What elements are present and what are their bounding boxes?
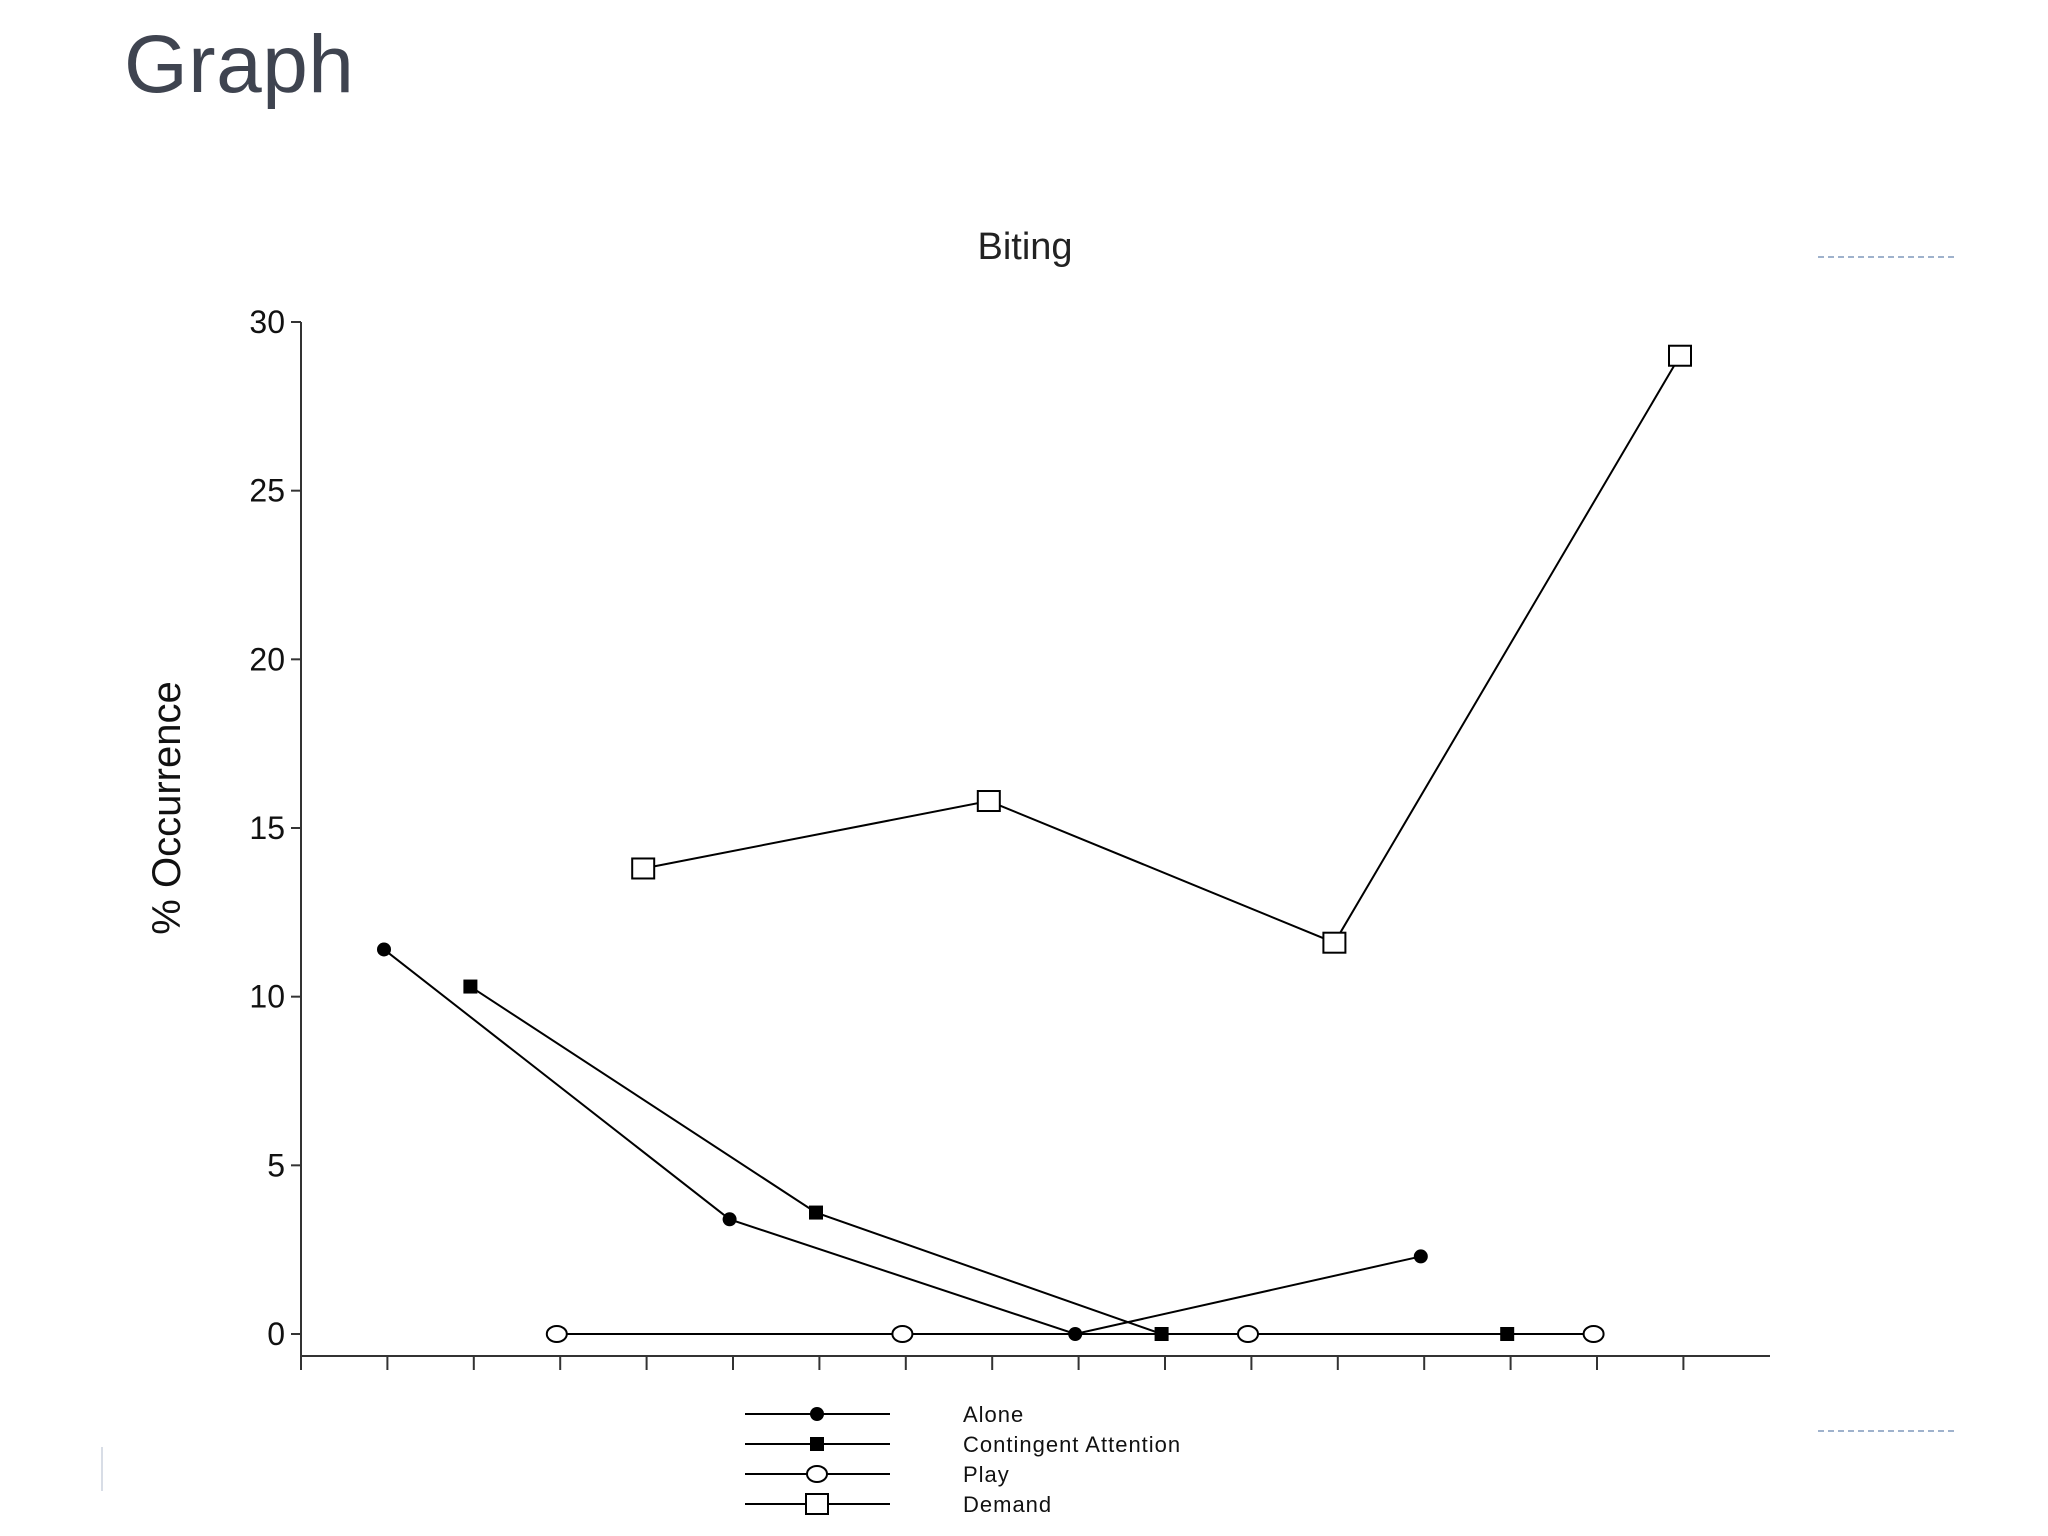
data-point-contingent-attention	[1500, 1327, 1515, 1341]
data-point-play	[1582, 1325, 1605, 1343]
data-point-contingent-attention	[463, 979, 478, 994]
data-point-alone	[377, 942, 391, 957]
data-point-alone	[1068, 1327, 1083, 1341]
chart-series	[377, 344, 1692, 1343]
series-line-demand	[643, 355, 1681, 944]
legend-label-demand: Demand	[963, 1492, 1052, 1517]
legend-label-alone: Alone	[963, 1402, 1024, 1427]
y-tick-label: 15	[249, 810, 285, 846]
data-point-play	[1237, 1325, 1259, 1343]
decorative-dashed-line-top	[1818, 256, 1954, 258]
legend-marker-demand	[805, 1493, 829, 1515]
y-tick-label: 20	[249, 641, 285, 677]
series-line-alone	[383, 948, 1422, 1336]
data-point-contingent-attention	[1154, 1327, 1169, 1341]
data-point-demand	[631, 857, 656, 880]
legend-label-play: Play	[963, 1462, 1010, 1487]
y-tick-label: 25	[249, 473, 285, 509]
series-line-contingent-attention	[469, 985, 1508, 1335]
legend-marker-contingent-attention	[810, 1437, 824, 1451]
data-point-alone	[1413, 1249, 1428, 1264]
chart-axes: 0 5 10 15 20 25 30	[249, 304, 1770, 1370]
y-tick-label: 10	[249, 979, 285, 1015]
data-point-demand	[976, 790, 1001, 813]
data-point-demand	[1322, 931, 1347, 954]
data-point-demand	[1668, 344, 1692, 367]
legend-label-contingent-attention: Contingent Attention	[963, 1432, 1181, 1457]
data-point-contingent-attention	[809, 1205, 823, 1220]
chart-legend: Alone Contingent Attention Play Demand	[745, 1402, 1181, 1517]
decorative-dashed-line-bottom	[1818, 1430, 1954, 1432]
y-axis-label: % Occurrence	[145, 681, 189, 934]
slide-title: Graph	[124, 19, 355, 110]
legend-marker-play	[806, 1465, 828, 1483]
decorative-side-bar	[101, 1447, 103, 1491]
y-tick-label: 0	[267, 1316, 285, 1352]
y-tick-label: 30	[249, 304, 285, 340]
data-point-play	[545, 1325, 568, 1343]
chart-title: Biting	[977, 226, 1072, 268]
legend-marker-alone	[810, 1407, 824, 1421]
data-point-alone	[722, 1212, 737, 1227]
data-point-play	[891, 1325, 914, 1343]
y-tick-label: 5	[267, 1147, 285, 1183]
